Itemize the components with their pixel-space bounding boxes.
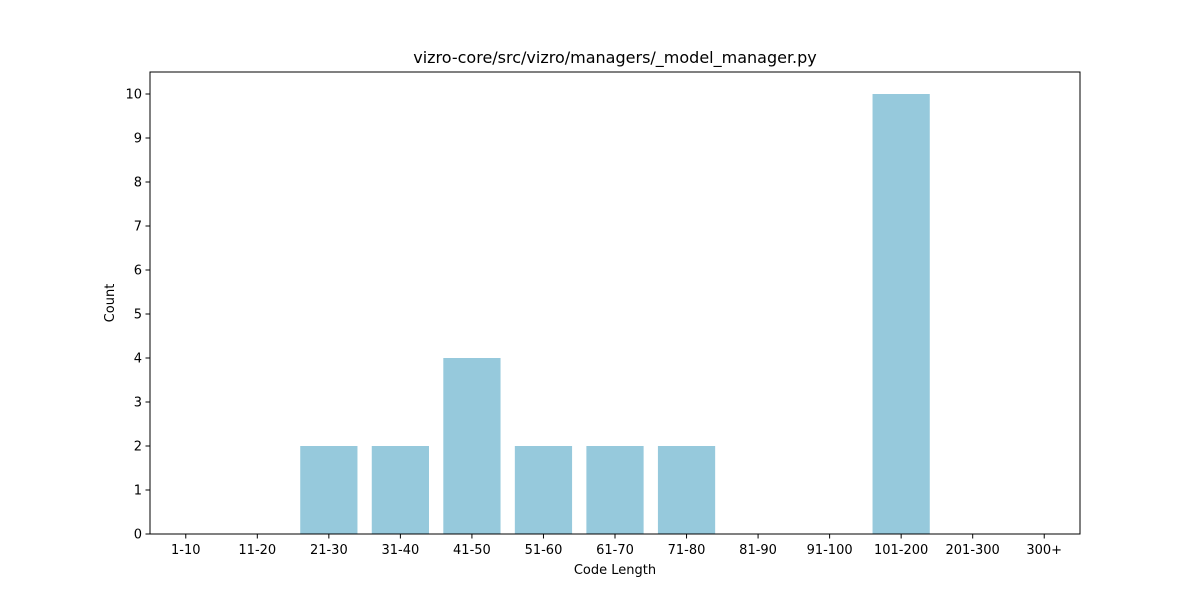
- y-tick-label: 10: [125, 88, 142, 103]
- bar-31-40: [371, 446, 429, 534]
- x-tick-label: 71-80: [668, 543, 706, 558]
- x-tick-label: 61-70: [596, 543, 634, 558]
- x-tick-label: 31-40: [381, 543, 419, 558]
- y-tick-label: 1: [134, 484, 142, 499]
- x-tick-label: 101-200: [874, 543, 928, 558]
- chart-title: vizro-core/src/vizro/managers/_model_man…: [413, 48, 817, 68]
- y-tick-label: 4: [134, 352, 142, 367]
- y-tick-label: 5: [134, 308, 142, 323]
- bar-101-200: [872, 94, 930, 534]
- x-tick-label: 201-300: [946, 543, 1000, 558]
- x-tick-label: 41-50: [453, 543, 491, 558]
- x-axis-label: Code Length: [574, 563, 656, 578]
- y-tick-label: 6: [134, 264, 142, 279]
- y-tick-label: 3: [134, 396, 142, 411]
- bar-61-70: [586, 446, 644, 534]
- y-axis-label: Count: [103, 284, 118, 323]
- x-tick-label: 300+: [1026, 543, 1062, 558]
- bar-71-80: [657, 446, 716, 534]
- y-tick-label: 8: [134, 176, 142, 191]
- y-tick-label: 7: [134, 220, 142, 235]
- y-axis-ticks: 0 1 2 3 4 5 6 7 8 9 10: [125, 88, 150, 543]
- bar-41-50: [443, 358, 501, 534]
- bar-51-60: [514, 446, 573, 534]
- x-tick-label: 21-30: [310, 543, 348, 558]
- x-tick-label: 1-10: [171, 543, 201, 558]
- bar-21-30: [300, 446, 358, 534]
- x-tick-label: 81-90: [739, 543, 777, 558]
- bars: [300, 94, 930, 534]
- x-tick-label: 51-60: [525, 543, 563, 558]
- x-tick-label: 11-20: [238, 543, 276, 558]
- x-tick-label: 91-100: [807, 543, 853, 558]
- y-tick-label: 9: [134, 132, 142, 147]
- y-tick-label: 0: [134, 528, 142, 543]
- x-axis-ticks: 1-10 11-20 21-30 31-40 41-50 51-60 61-70 71-80 8…: [171, 534, 1062, 558]
- y-tick-label: 2: [134, 440, 142, 455]
